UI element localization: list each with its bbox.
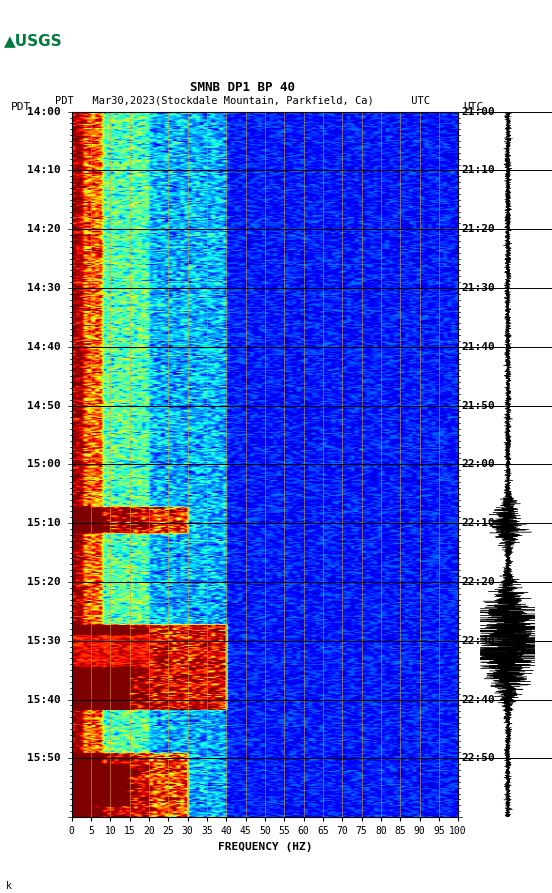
Text: PDT   Mar30,2023(Stockdale Mountain, Parkfield, Ca)      UTC: PDT Mar30,2023(Stockdale Mountain, Parkf… [55,96,431,105]
Text: 14:10: 14:10 [27,165,61,175]
Text: PDT: PDT [11,102,31,112]
Text: 22:00: 22:00 [461,459,495,470]
Text: 22:40: 22:40 [461,695,495,705]
Text: 22:30: 22:30 [461,636,495,646]
Text: SMNB DP1 BP 40: SMNB DP1 BP 40 [190,80,295,94]
Text: 21:30: 21:30 [461,283,495,293]
Text: 15:40: 15:40 [27,695,61,705]
Text: 21:20: 21:20 [461,224,495,234]
Text: 21:50: 21:50 [461,401,495,411]
Text: 14:40: 14:40 [27,342,61,352]
Text: 22:50: 22:50 [461,754,495,764]
Text: 21:10: 21:10 [461,165,495,175]
Text: 15:30: 15:30 [27,636,61,646]
Text: k: k [6,880,12,890]
Text: 14:00: 14:00 [27,106,61,117]
Text: 15:00: 15:00 [27,459,61,470]
Text: 22:20: 22:20 [461,577,495,587]
Text: 14:20: 14:20 [27,224,61,234]
Text: ▲USGS: ▲USGS [4,33,63,47]
Text: 14:30: 14:30 [27,283,61,293]
Text: 21:40: 21:40 [461,342,495,352]
Text: UTC: UTC [464,102,484,112]
Text: 14:50: 14:50 [27,401,61,411]
Text: 21:00: 21:00 [461,106,495,117]
Text: 22:10: 22:10 [461,518,495,528]
Text: 15:50: 15:50 [27,754,61,764]
Text: 15:10: 15:10 [27,518,61,528]
Text: 15:20: 15:20 [27,577,61,587]
X-axis label: FREQUENCY (HZ): FREQUENCY (HZ) [217,842,312,852]
